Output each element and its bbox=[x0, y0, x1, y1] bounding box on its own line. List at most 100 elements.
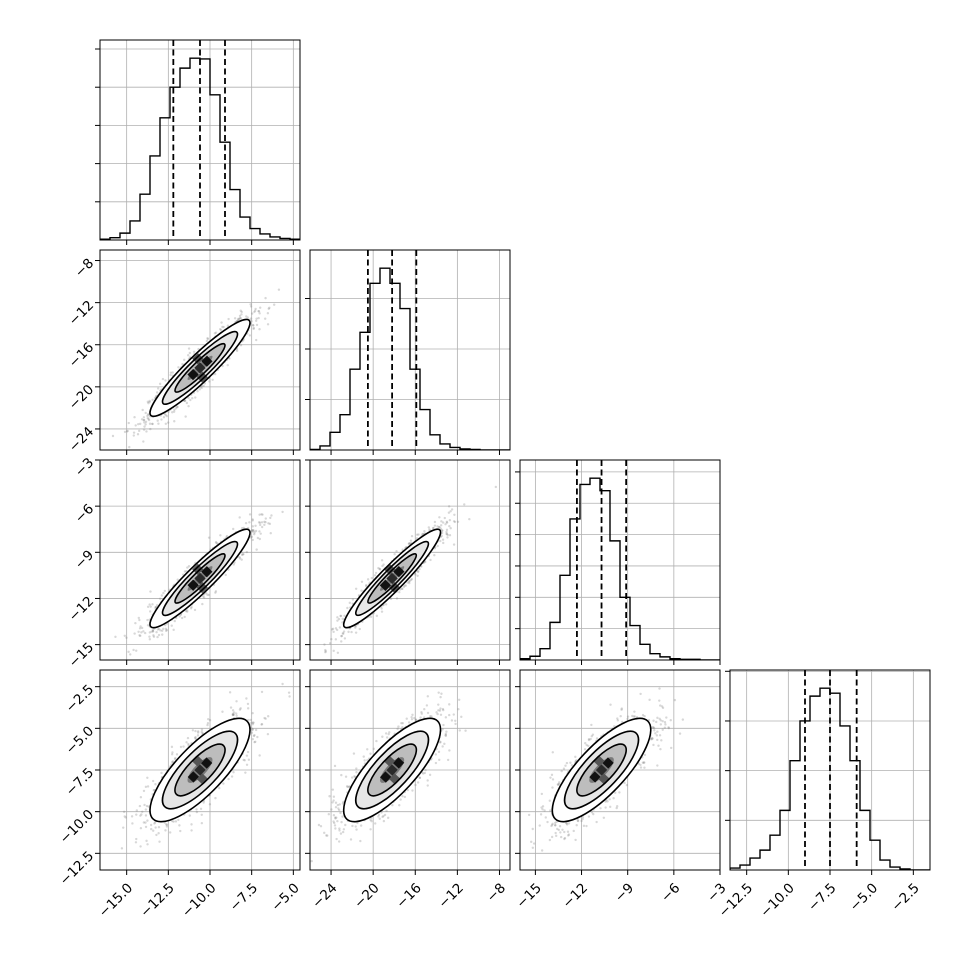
scatter-point bbox=[193, 736, 197, 740]
scatter-point bbox=[381, 564, 384, 568]
scatter-point bbox=[562, 767, 566, 770]
scatter-point bbox=[151, 630, 155, 633]
scatter-point bbox=[257, 310, 261, 313]
scatter-point bbox=[190, 605, 193, 609]
scatter-point bbox=[245, 315, 248, 318]
scatter-point bbox=[366, 748, 369, 751]
scatter-point bbox=[440, 520, 443, 523]
scatter-point bbox=[531, 827, 534, 831]
scatter-point bbox=[186, 610, 189, 613]
scatter-point bbox=[418, 567, 421, 571]
scatter-point bbox=[447, 505, 451, 508]
y-tick-label: −15 bbox=[66, 639, 97, 670]
scatter-point bbox=[251, 323, 255, 327]
scatter-point bbox=[164, 422, 168, 425]
scatter-point bbox=[554, 821, 557, 825]
panel-content bbox=[310, 460, 510, 660]
scatter-point bbox=[170, 624, 173, 627]
scatter-point bbox=[563, 836, 567, 840]
scatter-point bbox=[333, 824, 337, 827]
scatter-point bbox=[253, 532, 256, 536]
scatter-point bbox=[334, 827, 337, 830]
scatter-point bbox=[187, 404, 190, 408]
x-tick-label: −10.0 bbox=[757, 880, 798, 921]
scatter-point bbox=[428, 773, 432, 777]
scatter-point bbox=[222, 325, 225, 329]
scatter-point bbox=[330, 808, 333, 811]
scatter-point bbox=[281, 510, 284, 514]
scatter-point bbox=[267, 522, 270, 525]
scatter-point bbox=[556, 783, 560, 786]
scatter-point bbox=[235, 349, 239, 353]
scatter-point bbox=[404, 584, 408, 587]
scatter-point bbox=[196, 390, 199, 393]
scatter-point bbox=[154, 605, 157, 609]
scatter-point bbox=[213, 372, 217, 376]
scatter-point bbox=[362, 755, 365, 758]
scatter-point bbox=[336, 651, 340, 654]
scatter-point bbox=[189, 607, 193, 610]
scatter-point bbox=[445, 532, 449, 536]
scatter-point bbox=[146, 819, 149, 822]
scatter-point bbox=[258, 328, 261, 331]
scatter-point bbox=[186, 354, 190, 357]
scatter-point bbox=[341, 632, 345, 635]
scatter-point bbox=[556, 783, 560, 786]
scatter-point bbox=[334, 801, 338, 804]
scatter-point bbox=[224, 573, 227, 577]
scatter-point bbox=[260, 525, 264, 529]
scatter-point bbox=[382, 563, 385, 566]
scatter-point bbox=[441, 538, 445, 541]
scatter-point bbox=[130, 815, 134, 818]
scatter-point bbox=[146, 605, 150, 609]
scatter-point bbox=[326, 834, 329, 837]
scatter-point bbox=[442, 541, 445, 545]
scatter-point bbox=[442, 723, 445, 727]
scatter-point bbox=[375, 614, 379, 618]
contour-line-3 bbox=[149, 528, 251, 629]
scatter-point bbox=[659, 747, 662, 751]
scatter-point bbox=[239, 309, 242, 312]
scatter-point bbox=[165, 825, 169, 828]
scatter-point bbox=[144, 821, 147, 824]
scatter-point bbox=[189, 398, 192, 402]
scatter-point bbox=[358, 627, 362, 631]
scatter-point bbox=[287, 691, 291, 694]
scatter-point bbox=[452, 713, 455, 716]
scatter-point bbox=[632, 715, 636, 718]
scatter-point bbox=[237, 317, 241, 321]
scatter-point bbox=[198, 388, 201, 391]
scatter-point bbox=[148, 638, 152, 641]
scatter-point bbox=[213, 332, 217, 335]
scatter-point bbox=[263, 716, 266, 720]
scatter-point bbox=[145, 839, 148, 843]
scatter-point bbox=[137, 429, 141, 433]
scatter-point bbox=[582, 824, 586, 828]
scatter-point bbox=[250, 320, 253, 323]
scatter-point bbox=[398, 591, 401, 594]
scatter-point bbox=[171, 371, 174, 374]
scatter-point bbox=[639, 692, 642, 696]
scatter-point bbox=[550, 835, 554, 839]
density-cell bbox=[200, 757, 213, 769]
scatter-point bbox=[408, 542, 411, 545]
scatter-point bbox=[129, 653, 132, 656]
scatter-point bbox=[139, 826, 143, 830]
density-cell bbox=[386, 572, 398, 585]
scatter-point bbox=[202, 596, 206, 599]
scatter-point bbox=[363, 759, 366, 762]
scatter-point bbox=[333, 821, 336, 825]
scatter-point bbox=[355, 828, 358, 831]
scatter-point bbox=[143, 803, 146, 807]
scatter-point bbox=[188, 351, 191, 355]
scatter-point bbox=[432, 527, 435, 530]
scatter-point bbox=[360, 580, 364, 583]
scatter-point bbox=[457, 708, 460, 711]
scatter-point bbox=[332, 820, 335, 823]
scatter-point bbox=[242, 758, 245, 762]
scatter-point bbox=[342, 630, 346, 633]
scatter-point bbox=[221, 710, 224, 713]
scatter-point bbox=[561, 828, 564, 831]
scatter-point bbox=[266, 312, 270, 315]
